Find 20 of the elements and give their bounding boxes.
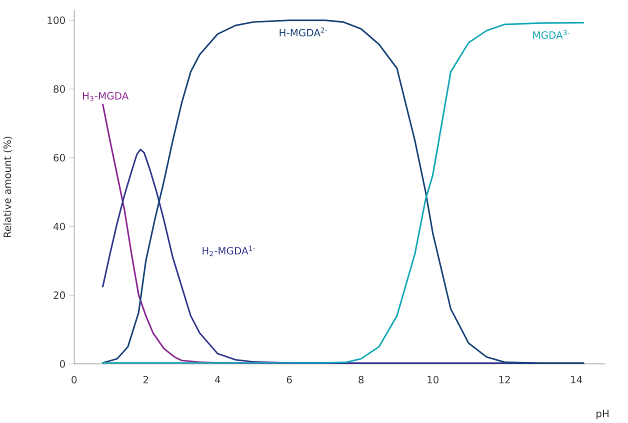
series-label: H$_{3}$-MGDA xyxy=(83,92,129,102)
y-tick-label: 20 xyxy=(54,291,65,300)
y-tick-label: 80 xyxy=(54,85,65,93)
y-tick-label: 60 xyxy=(54,154,65,162)
series-label: H-MGDA$^{2-}$ xyxy=(280,28,328,36)
x-tick-label: 8 xyxy=(358,376,364,384)
x-tick-label: 6 xyxy=(286,376,292,384)
y-tick-label: 40 xyxy=(53,222,65,230)
y-tick-label: 0 xyxy=(60,360,65,368)
y-axis-title: Relative amount (%) xyxy=(3,136,12,238)
x-tick-label: 10 xyxy=(428,376,439,384)
series-label: MGDA$^{3-}$ xyxy=(533,30,570,39)
y-tick-label: 100 xyxy=(48,16,65,24)
text: H$_{2}$-MGDA$^{1-}$ xyxy=(202,246,255,256)
x-axis-title: pH xyxy=(596,410,608,420)
x-tick-label: 14 xyxy=(571,376,582,384)
x-tick-label: 2 xyxy=(143,376,148,384)
x-tick-label: 12 xyxy=(499,376,510,384)
x-tick-label: 0 xyxy=(72,376,77,384)
x-tick-label: 4 xyxy=(214,376,220,384)
